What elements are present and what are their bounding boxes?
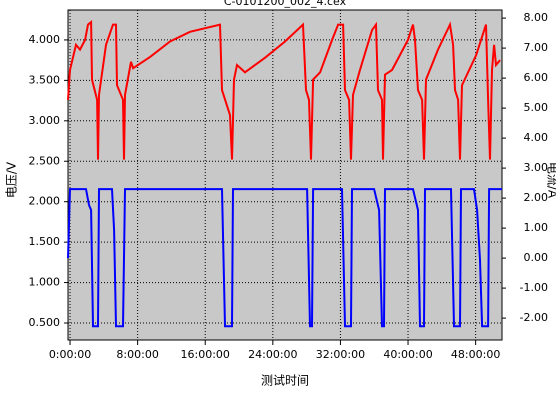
series-line <box>67 20 501 160</box>
y2-tick-label: -2.00 <box>520 311 548 324</box>
chart-title: C-0101200_002_4.cex <box>224 0 347 8</box>
y-axis-label: 电压/V <box>5 161 19 198</box>
x-tick-label: 48:00:00 <box>451 348 500 361</box>
x-tick-label: 32:00:00 <box>316 348 365 361</box>
x-tick-label: 8:00:00 <box>116 348 158 361</box>
y2-tick-label: 3.00 <box>524 161 549 174</box>
y-tick-label: 4.000 <box>29 33 61 46</box>
y-tick-label: 1.000 <box>29 276 61 289</box>
x-tick-label: 24:00:00 <box>248 348 297 361</box>
y2-tick-label: 7.00 <box>524 41 549 54</box>
y-tick-label: 2.500 <box>29 154 61 167</box>
x-axis-label: 测试时间 <box>261 373 309 388</box>
y-tick-label: 3.500 <box>29 73 61 86</box>
y2-tick-label: 6.00 <box>524 71 549 84</box>
y2-tick-label: 4.00 <box>524 131 549 144</box>
y2-tick-label: 1.00 <box>524 221 549 234</box>
series-line <box>67 188 502 328</box>
y2-axis-label: 电流/A <box>546 162 556 199</box>
x-tick-label: 40:00:00 <box>383 348 432 361</box>
y2-tick-label: 2.00 <box>524 191 549 204</box>
y-tick-label: 2.000 <box>29 195 61 208</box>
y2-tick-label: 0.00 <box>524 251 549 264</box>
y2-tick-label: 8.00 <box>524 11 549 24</box>
y-tick-label: 3.000 <box>29 114 61 127</box>
y-tick-label: 1.500 <box>29 235 61 248</box>
y2-tick-label: -1.00 <box>520 281 548 294</box>
x-tick-label: 0:00:00 <box>49 348 91 361</box>
plot-area <box>67 9 503 341</box>
y-tick-label: 0.500 <box>29 316 61 329</box>
x-tick-label: 16:00:00 <box>181 348 230 361</box>
y2-tick-label: 5.00 <box>524 101 549 114</box>
